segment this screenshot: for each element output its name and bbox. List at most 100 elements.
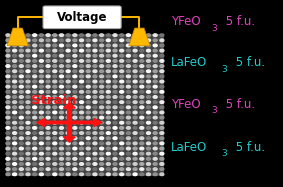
Circle shape bbox=[66, 116, 70, 119]
Circle shape bbox=[6, 91, 10, 93]
FancyArrow shape bbox=[37, 119, 69, 126]
Circle shape bbox=[160, 91, 164, 93]
Circle shape bbox=[160, 85, 164, 88]
Circle shape bbox=[140, 54, 144, 57]
Circle shape bbox=[13, 157, 17, 160]
Circle shape bbox=[26, 91, 30, 93]
Circle shape bbox=[113, 80, 117, 83]
Circle shape bbox=[160, 127, 164, 129]
Circle shape bbox=[160, 142, 164, 145]
Circle shape bbox=[19, 96, 23, 98]
Circle shape bbox=[46, 111, 50, 114]
Circle shape bbox=[86, 142, 90, 145]
Circle shape bbox=[120, 80, 124, 83]
Circle shape bbox=[93, 157, 97, 160]
Circle shape bbox=[147, 157, 151, 160]
Circle shape bbox=[53, 157, 57, 160]
Circle shape bbox=[19, 101, 23, 103]
Circle shape bbox=[6, 163, 10, 165]
Circle shape bbox=[33, 163, 37, 165]
Circle shape bbox=[106, 132, 110, 134]
Circle shape bbox=[147, 142, 151, 145]
Circle shape bbox=[127, 173, 130, 176]
Circle shape bbox=[120, 106, 124, 109]
Bar bbox=[6, 34, 164, 176]
Circle shape bbox=[66, 127, 70, 129]
Circle shape bbox=[13, 75, 17, 78]
Circle shape bbox=[66, 147, 70, 150]
Circle shape bbox=[140, 106, 144, 109]
Circle shape bbox=[59, 39, 63, 42]
Circle shape bbox=[19, 163, 23, 165]
Circle shape bbox=[39, 163, 43, 165]
Circle shape bbox=[133, 163, 137, 165]
Circle shape bbox=[66, 142, 70, 145]
Circle shape bbox=[153, 34, 157, 36]
Circle shape bbox=[26, 34, 30, 36]
Circle shape bbox=[19, 91, 23, 93]
Circle shape bbox=[147, 121, 151, 124]
Text: 3: 3 bbox=[212, 106, 217, 115]
Circle shape bbox=[59, 60, 63, 62]
Circle shape bbox=[66, 101, 70, 103]
Circle shape bbox=[133, 70, 137, 73]
Text: YFeO: YFeO bbox=[171, 98, 201, 111]
Circle shape bbox=[86, 34, 90, 36]
Circle shape bbox=[19, 44, 23, 47]
Circle shape bbox=[140, 49, 144, 52]
Circle shape bbox=[147, 168, 151, 170]
Circle shape bbox=[147, 39, 151, 42]
Circle shape bbox=[86, 163, 90, 165]
Circle shape bbox=[73, 54, 77, 57]
Circle shape bbox=[73, 39, 77, 42]
Circle shape bbox=[46, 49, 50, 52]
Circle shape bbox=[39, 70, 43, 73]
Circle shape bbox=[86, 157, 90, 160]
Circle shape bbox=[53, 96, 57, 98]
Circle shape bbox=[147, 44, 151, 47]
Circle shape bbox=[106, 147, 110, 150]
Circle shape bbox=[100, 137, 104, 140]
Circle shape bbox=[133, 80, 137, 83]
Circle shape bbox=[13, 60, 17, 62]
Circle shape bbox=[39, 147, 43, 150]
Circle shape bbox=[80, 173, 83, 176]
Circle shape bbox=[153, 168, 157, 170]
Circle shape bbox=[86, 106, 90, 109]
Text: 5 f.u.: 5 f.u. bbox=[222, 98, 255, 111]
Circle shape bbox=[6, 96, 10, 98]
Circle shape bbox=[53, 49, 57, 52]
Circle shape bbox=[160, 96, 164, 98]
Circle shape bbox=[33, 116, 37, 119]
Circle shape bbox=[113, 121, 117, 124]
Circle shape bbox=[127, 54, 130, 57]
Circle shape bbox=[160, 106, 164, 109]
Circle shape bbox=[59, 101, 63, 103]
Circle shape bbox=[33, 121, 37, 124]
FancyArrow shape bbox=[63, 103, 75, 122]
Circle shape bbox=[66, 85, 70, 88]
Circle shape bbox=[127, 163, 130, 165]
Circle shape bbox=[59, 163, 63, 165]
Circle shape bbox=[113, 168, 117, 170]
Circle shape bbox=[6, 34, 10, 36]
Circle shape bbox=[153, 39, 157, 42]
Circle shape bbox=[133, 116, 137, 119]
Circle shape bbox=[160, 111, 164, 114]
Circle shape bbox=[53, 85, 57, 88]
Circle shape bbox=[6, 173, 10, 176]
Circle shape bbox=[113, 127, 117, 129]
Circle shape bbox=[100, 70, 104, 73]
Circle shape bbox=[66, 152, 70, 155]
Circle shape bbox=[13, 91, 17, 93]
Circle shape bbox=[113, 116, 117, 119]
Circle shape bbox=[120, 85, 124, 88]
Circle shape bbox=[59, 137, 63, 140]
FancyArrow shape bbox=[69, 119, 102, 126]
Circle shape bbox=[53, 152, 57, 155]
Circle shape bbox=[66, 96, 70, 98]
Circle shape bbox=[86, 60, 90, 62]
Circle shape bbox=[39, 116, 43, 119]
Circle shape bbox=[66, 132, 70, 134]
Circle shape bbox=[26, 147, 30, 150]
